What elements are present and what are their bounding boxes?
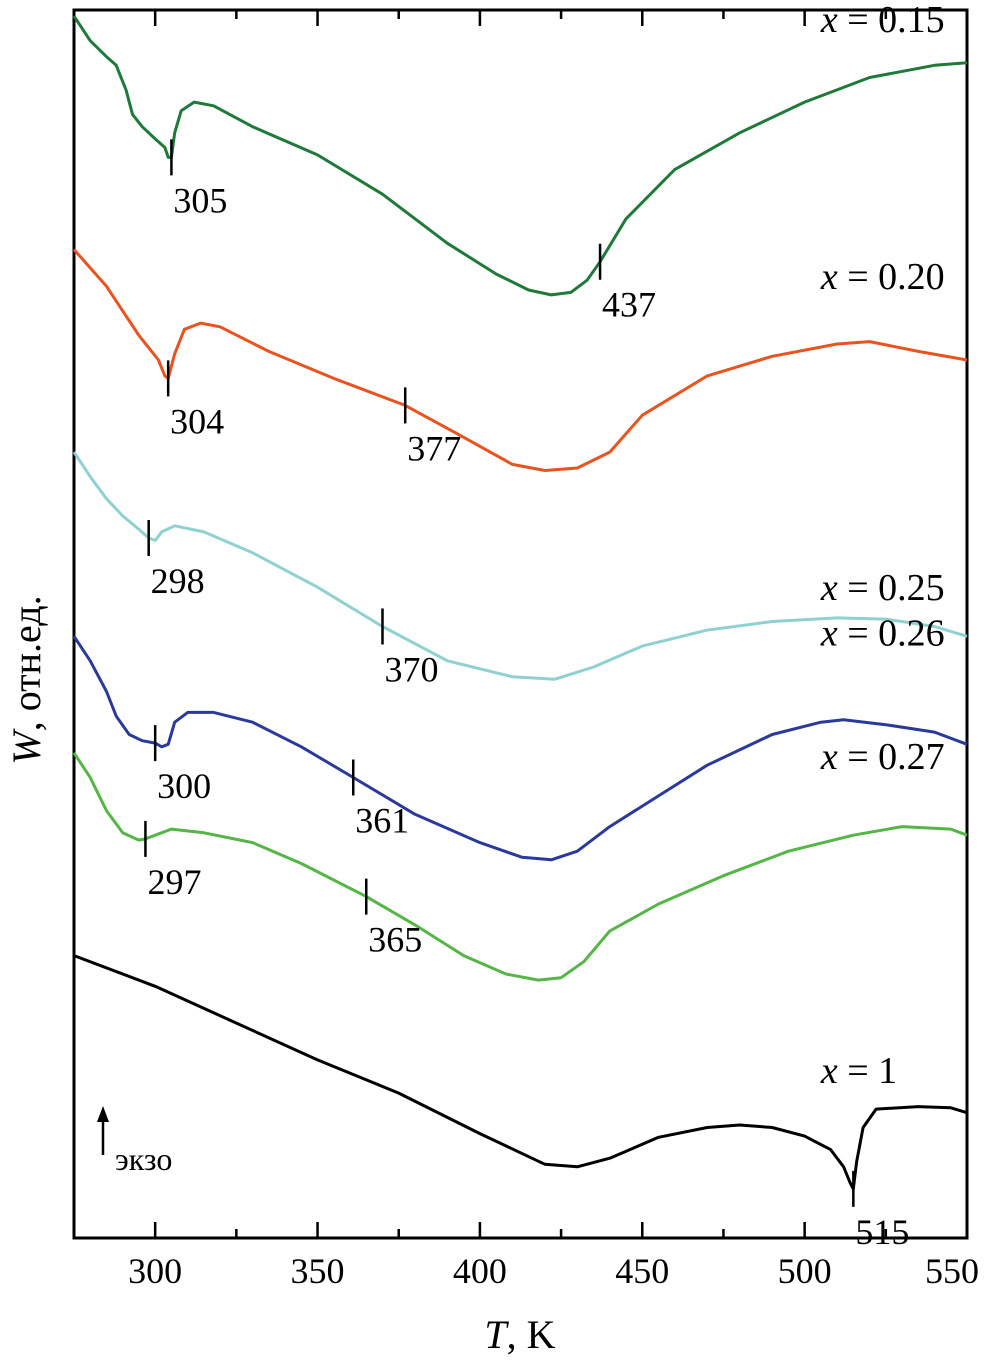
transition-marker-label: 304 (170, 401, 224, 441)
transition-marker-label: 298 (151, 561, 205, 601)
transition-marker-label: 515 (855, 1212, 909, 1252)
series-line-4 (72, 752, 968, 982)
series-labels: x = 0.15 x = 0.20 x = 0.25x = 0.26 x = 0.27… (820, 0, 945, 1092)
x-tick-label: 350 (291, 1251, 345, 1291)
x-axis-title: T, K (484, 1312, 555, 1357)
exo-label: экзо (115, 1141, 172, 1177)
series-label: x = 0.15 (820, 0, 945, 41)
x-axis-ticks (72, 10, 969, 1238)
series-line-2 (72, 451, 968, 681)
transition-marker-label: 437 (602, 285, 656, 325)
x-tick-label: 450 (615, 1251, 669, 1291)
y-axis-title: W, отн.ед. (4, 595, 49, 764)
x-axis-tick-labels: 300 350 400 450 500 550 (128, 1251, 979, 1291)
x-tick-label: 550 (925, 1251, 979, 1291)
series-label: x = 1 (820, 1050, 897, 1092)
x-tick-label: 300 (128, 1251, 182, 1291)
x-tick-label: 500 (778, 1251, 832, 1291)
series-line-1 (72, 248, 968, 472)
transition-marker-label: 297 (147, 862, 201, 902)
transition-markers: 305 437 304 377 298 370 300 361 297 365 515 (144, 139, 909, 1252)
transition-marker-label: 300 (157, 766, 211, 806)
x-tick-label: 400 (453, 1251, 507, 1291)
plot-frame (72, 8, 969, 1240)
transition-marker-label: 305 (173, 180, 227, 220)
transition-marker-label: 370 (384, 649, 438, 689)
series-label: x = 0.26 (820, 612, 945, 654)
transition-marker-label: 361 (355, 801, 409, 841)
series-label: x = 0.27 (820, 736, 945, 778)
series-label: x = 0.25 (820, 567, 945, 609)
exo-arrow-head-icon (97, 1106, 109, 1122)
transition-marker-label: 365 (368, 920, 422, 960)
series-label: x = 0.20 (820, 256, 945, 298)
series-line-5 (73, 954, 968, 1191)
exo-indicator: экзо (97, 1106, 172, 1177)
transition-marker-label: 377 (407, 428, 461, 468)
series-line-0 (72, 15, 968, 297)
